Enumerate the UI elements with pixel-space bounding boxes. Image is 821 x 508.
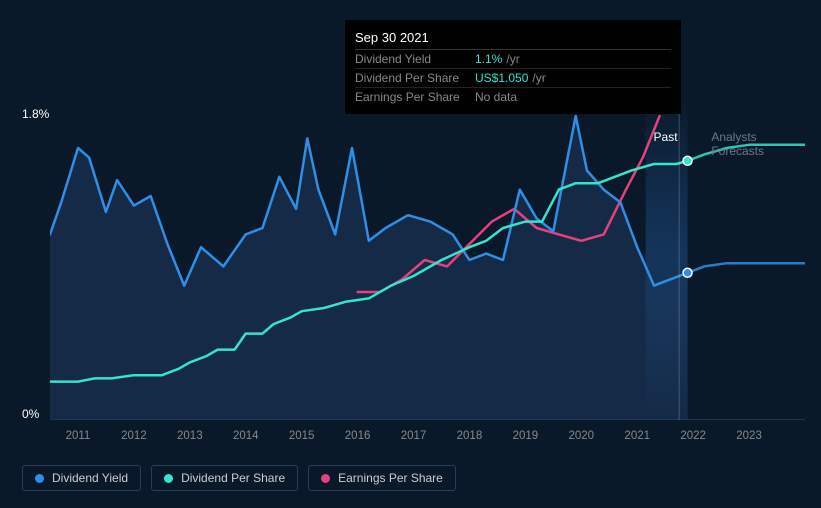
x-tick: 2021 xyxy=(624,430,650,442)
legend-dot xyxy=(35,474,44,483)
tooltip-row-value: No data xyxy=(475,90,517,104)
legend-label: Dividend Yield xyxy=(52,471,128,485)
legend-item[interactable]: Dividend Yield xyxy=(22,465,141,491)
past-label: Past xyxy=(654,130,678,144)
legend-label: Earnings Per Share xyxy=(338,471,443,485)
x-tick: 2019 xyxy=(513,430,539,442)
y-axis-label-bottom: 0% xyxy=(22,407,39,421)
tooltip-row-label: Dividend Yield xyxy=(355,52,475,66)
x-tick: 2020 xyxy=(568,430,594,442)
tooltip-row-value: US$1.050 xyxy=(475,71,528,85)
y-axis-label-top: 1.8% xyxy=(22,107,49,121)
tooltip-row-label: Earnings Per Share xyxy=(355,90,475,104)
tooltip-row: Earnings Per ShareNo data xyxy=(355,88,671,106)
tooltip-row-suffix: /yr xyxy=(506,52,519,66)
x-tick: 2023 xyxy=(736,430,762,442)
x-axis: 2011 2012 2013 2014 2015 2016 2017 2018 2019 2020… xyxy=(50,430,805,450)
x-tick: 2014 xyxy=(233,430,259,442)
tooltip-row-value: 1.1% xyxy=(475,52,502,66)
tooltip-row: Dividend Per ShareUS$1.050/yr xyxy=(355,69,671,88)
legend-label: Dividend Per Share xyxy=(181,471,285,485)
chart-legend: Dividend Yield Dividend Per Share Earnings… xyxy=(22,465,456,491)
x-tick: 2015 xyxy=(289,430,315,442)
x-tick: 2011 xyxy=(66,430,91,442)
legend-dot xyxy=(164,474,173,483)
x-tick: 2022 xyxy=(680,430,706,442)
tooltip-date: Sep 30 2021 xyxy=(355,26,671,50)
legend-dot xyxy=(321,474,330,483)
tooltip-row-label: Dividend Per Share xyxy=(355,71,475,85)
chart-plot-area[interactable]: Past Analysts Forecasts xyxy=(50,100,805,420)
forecast-label: Analysts Forecasts xyxy=(711,130,773,158)
legend-item[interactable]: Earnings Per Share xyxy=(308,465,456,491)
x-tick: 2017 xyxy=(401,430,427,442)
x-tick: 2013 xyxy=(177,430,203,442)
tooltip-row-suffix: /yr xyxy=(532,71,545,85)
x-tick: 2018 xyxy=(457,430,483,442)
chart-tooltip: Sep 30 2021 Dividend Yield1.1%/yrDividen… xyxy=(345,20,681,114)
tooltip-row: Dividend Yield1.1% /yr xyxy=(355,50,671,69)
legend-item[interactable]: Dividend Per Share xyxy=(151,465,298,491)
x-tick: 2016 xyxy=(345,430,371,442)
x-tick: 2012 xyxy=(121,430,147,442)
